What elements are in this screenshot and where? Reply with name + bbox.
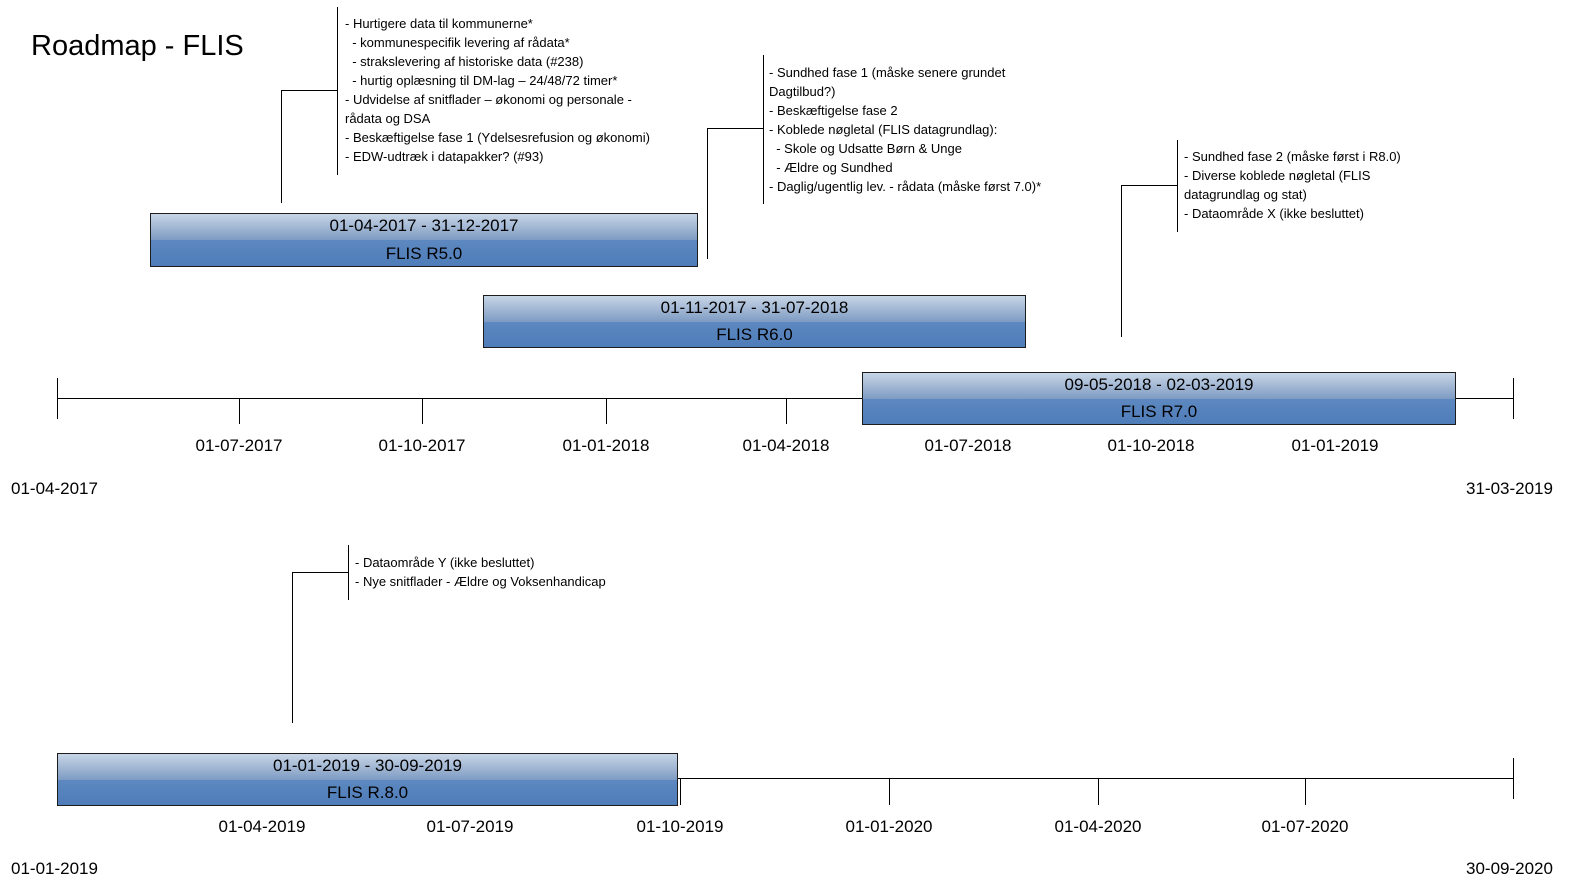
timeline-2-tick bbox=[680, 778, 681, 805]
timeline-1-tick bbox=[606, 398, 607, 424]
note-line: - Hurtigere data til kommunerne* bbox=[345, 16, 533, 31]
note-line: - Ældre og Sundhed bbox=[769, 160, 893, 175]
timeline-2-end-cap bbox=[1513, 758, 1514, 799]
callout-r7-elbow bbox=[1121, 185, 1177, 186]
timeline-1-tick bbox=[786, 398, 787, 424]
timeline-1-start-label: 01-04-2017 bbox=[11, 479, 98, 498]
note-line: - hurtig oplæsning til DM-lag – 24/48/72… bbox=[345, 73, 618, 88]
note-line: - Sundhed fase 2 (måske først i R8.0) bbox=[1184, 149, 1401, 164]
release-name: FLIS R5.0 bbox=[385, 244, 463, 263]
release-notes-r6: - Sundhed fase 1 (måske senere grundet D… bbox=[769, 63, 1041, 196]
timeline-2-tick bbox=[1098, 778, 1099, 805]
timeline-1-end-label: 31-03-2019 bbox=[1466, 479, 1553, 498]
callout-r6-elbow bbox=[707, 128, 763, 129]
timeline-2-tick-label: 01-04-2019 bbox=[218, 817, 306, 836]
note-line: - Udvidelse af snitflader – økonomi og p… bbox=[345, 92, 632, 107]
callout-r6-stem bbox=[707, 128, 708, 259]
callout-r6-bracket bbox=[763, 55, 764, 204]
callout-r7-bracket bbox=[1177, 140, 1178, 232]
release-notes-r5: - Hurtigere data til kommunerne* - kommu… bbox=[345, 14, 650, 166]
timeline-2-tick-label: 01-10-2019 bbox=[636, 817, 724, 836]
release-dates: 01-01-2019 - 30-09-2019 bbox=[272, 756, 463, 775]
callout-r5-elbow bbox=[281, 90, 337, 91]
timeline-1-tick-label: 01-10-2018 bbox=[1107, 436, 1195, 455]
release-bar-r6[interactable]: 01-11-2017 - 31-07-2018 FLIS R6.0 bbox=[483, 295, 1026, 348]
note-line: - Sundhed fase 1 (måske senere grundet bbox=[769, 65, 1006, 80]
page-title: Roadmap - FLIS bbox=[31, 30, 244, 62]
note-line: rådata og DSA bbox=[345, 111, 431, 126]
release-notes-r7: - Sundhed fase 2 (måske først i R8.0) - … bbox=[1184, 147, 1401, 223]
timeline-2-tick-label: 01-04-2020 bbox=[1054, 817, 1142, 836]
timeline-1-start-cap bbox=[57, 378, 58, 419]
timeline-2-tick-label: 01-07-2020 bbox=[1261, 817, 1349, 836]
callout-r7-stem bbox=[1121, 185, 1122, 337]
timeline-2-tick-label: 01-01-2020 bbox=[845, 817, 933, 836]
release-dates: 01-04-2017 - 31-12-2017 bbox=[329, 216, 519, 235]
release-name: FLIS R6.0 bbox=[716, 325, 793, 344]
release-notes-r8: - Dataområde Y (ikke besluttet) - Nye sn… bbox=[355, 553, 606, 591]
note-line: - Diverse koblede nøgletal (FLIS bbox=[1184, 168, 1371, 183]
note-line: - strakslevering af historiske data (#23… bbox=[345, 54, 584, 69]
timeline-1-axis bbox=[57, 398, 1514, 399]
timeline-1-tick-label: 01-07-2017 bbox=[195, 436, 283, 455]
note-line: - Beskæftigelse fase 1 (Ydelsesrefusion … bbox=[345, 130, 650, 145]
release-dates: 01-11-2017 - 31-07-2018 bbox=[660, 298, 849, 317]
release-name: FLIS R.8.0 bbox=[326, 783, 409, 802]
release-bar-r8[interactable]: 01-01-2019 - 30-09-2019 FLIS R.8.0 bbox=[57, 753, 678, 806]
note-line: - Skole og Udsatte Børn & Unge bbox=[769, 141, 962, 156]
timeline-1-tick-label: 01-01-2019 bbox=[1291, 436, 1379, 455]
note-line: Dagtilbud?) bbox=[769, 84, 836, 99]
timeline-1-end-cap bbox=[1513, 378, 1514, 419]
note-line: datagrundlag og stat) bbox=[1184, 187, 1307, 202]
note-line: - Beskæftigelse fase 2 bbox=[769, 103, 898, 118]
release-bar-r5[interactable]: 01-04-2017 - 31-12-2017 FLIS R5.0 bbox=[150, 213, 698, 267]
timeline-2-end-label: 30-09-2020 bbox=[1466, 859, 1553, 878]
callout-r5-bracket bbox=[337, 7, 338, 175]
note-line: - Nye snitflader - Ældre og Voksenhandic… bbox=[355, 574, 606, 589]
callout-r8-stem bbox=[292, 572, 293, 723]
callout-r8-bracket bbox=[348, 545, 349, 600]
release-dates: 09-05-2018 - 02-03-2019 bbox=[1064, 375, 1254, 394]
timeline-2-axis bbox=[57, 778, 1514, 779]
timeline-1-tick-label: 01-01-2018 bbox=[562, 436, 650, 455]
timeline-1-tick-label: 01-10-2017 bbox=[378, 436, 466, 455]
note-line: - Koblede nøgletal (FLIS datagrundlag): bbox=[769, 122, 998, 137]
note-line: - kommunespecifik levering af rådata* bbox=[345, 35, 570, 50]
timeline-1-tick-label: 01-04-2018 bbox=[742, 436, 830, 455]
timeline-2-start-label: 01-01-2019 bbox=[11, 859, 98, 878]
release-name: FLIS R7.0 bbox=[1120, 402, 1198, 421]
note-line: - Dataområde Y (ikke besluttet) bbox=[355, 555, 535, 570]
timeline-2-tick bbox=[889, 778, 890, 805]
timeline-2-tick bbox=[1305, 778, 1306, 805]
note-line: - EDW-udtræk i datapakker? (#93) bbox=[345, 149, 544, 164]
timeline-1-tick bbox=[422, 398, 423, 424]
note-line: - Dataområde X (ikke besluttet) bbox=[1184, 206, 1364, 221]
timeline-1-tick-label: 01-07-2018 bbox=[924, 436, 1012, 455]
note-line: - Daglig/ugentlig lev. - rådata (måske f… bbox=[769, 179, 1042, 194]
timeline-2-tick-label: 01-07-2019 bbox=[426, 817, 514, 836]
callout-r5-stem bbox=[281, 90, 282, 203]
release-bar-r7[interactable]: 09-05-2018 - 02-03-2019 FLIS R7.0 bbox=[862, 372, 1456, 425]
callout-r8-elbow bbox=[292, 572, 348, 573]
timeline-1-tick bbox=[239, 398, 240, 424]
